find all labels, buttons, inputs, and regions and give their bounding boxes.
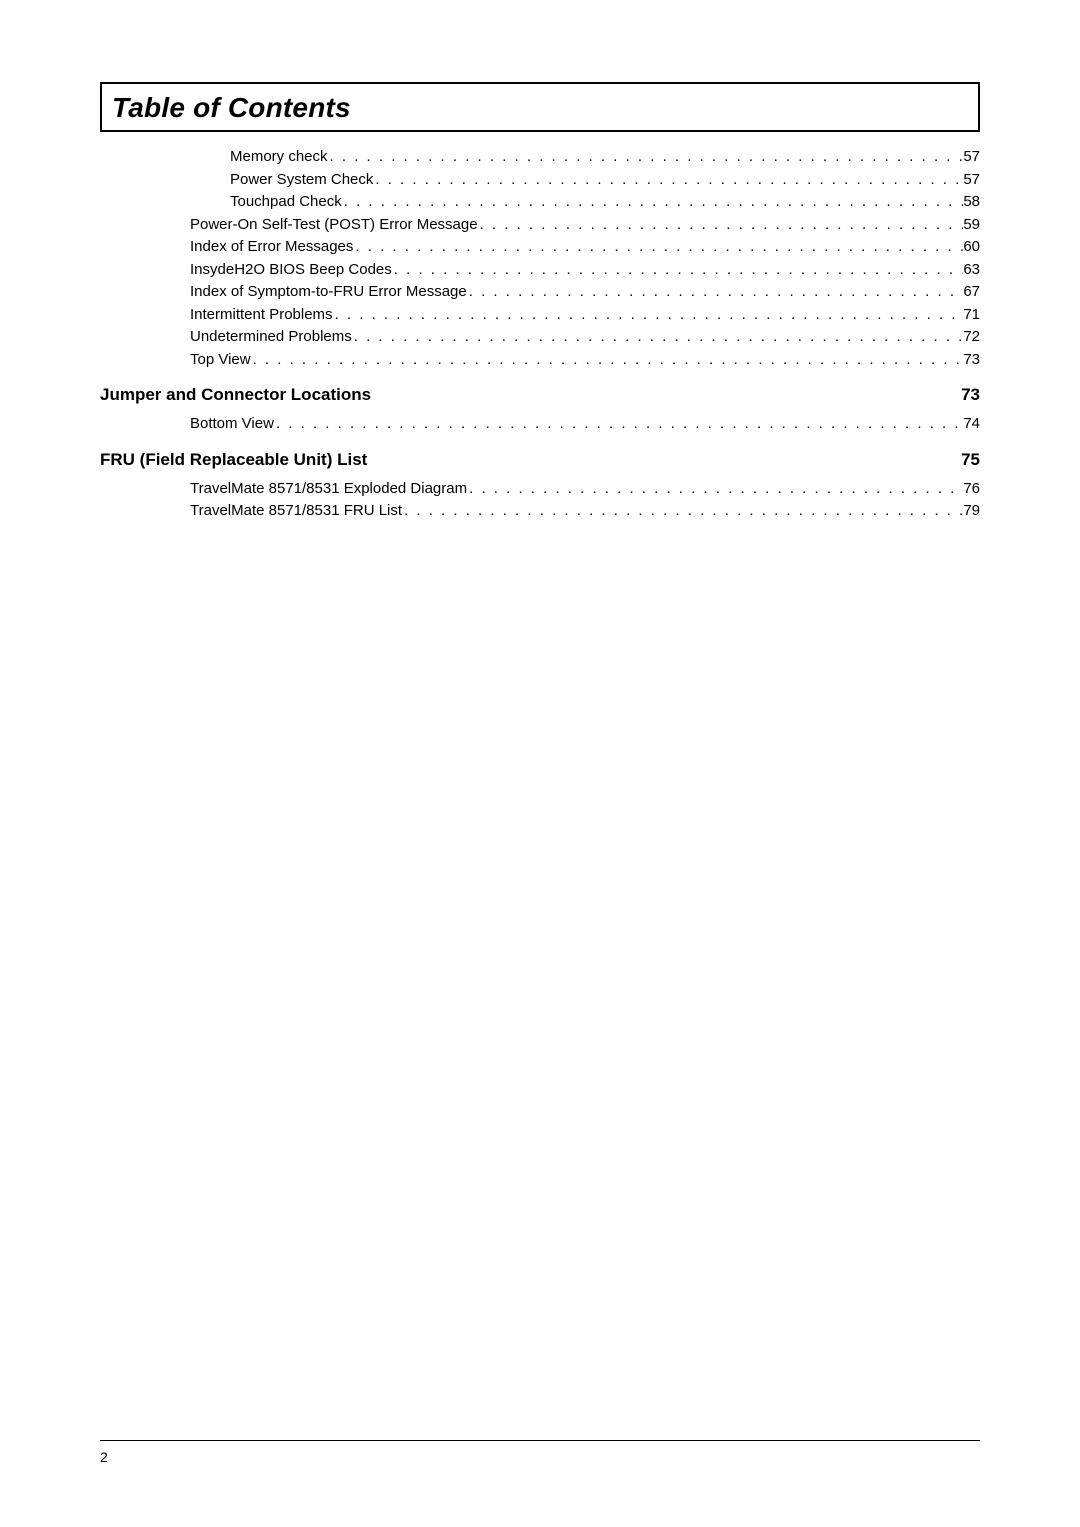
toc-label: Top View <box>190 349 251 372</box>
document-page: Table of Contents Memory check 57 Power … <box>0 0 1080 1527</box>
toc-entry: Top View 73 <box>100 349 980 372</box>
toc-leader-dots <box>478 214 964 237</box>
toc-label: Touchpad Check <box>230 191 342 214</box>
toc-leader-dots <box>353 236 963 259</box>
toc-leader-dots <box>328 146 964 169</box>
toc-entry: TravelMate 8571/8531 Exploded Diagram 76 <box>100 478 980 501</box>
toc-entry: TravelMate 8571/8531 FRU List 79 <box>100 500 980 523</box>
toc-leader-dots <box>342 191 964 214</box>
toc-label: Memory check <box>230 146 328 169</box>
toc-page-number: 63 <box>963 259 980 282</box>
toc-page-number: 74 <box>963 413 980 436</box>
toc-page-number: 57 <box>963 169 980 192</box>
toc-entry: Undetermined Problems 72 <box>100 326 980 349</box>
toc-label: Bottom View <box>190 413 274 436</box>
footer-rule <box>100 1440 980 1441</box>
toc-page-number: 79 <box>963 500 980 523</box>
toc-leader-dots <box>274 413 963 436</box>
toc-label: InsydeH2O BIOS Beep Codes <box>190 259 392 282</box>
toc-page-number: 57 <box>963 146 980 169</box>
toc-leader-dots <box>352 326 964 349</box>
toc-leader-dots <box>373 169 963 192</box>
toc-page-number: 76 <box>963 478 980 501</box>
toc-entry: Power System Check 57 <box>100 169 980 192</box>
toc-page-number: 67 <box>963 281 980 304</box>
toc-label: TravelMate 8571/8531 FRU List <box>190 500 402 523</box>
toc-entry: Touchpad Check 58 <box>100 191 980 214</box>
toc-label: Intermittent Problems <box>190 304 333 327</box>
toc-entry: Index of Symptom-to-FRU Error Message 67 <box>100 281 980 304</box>
toc-entry: Memory check 57 <box>100 146 980 169</box>
toc-leader-dots <box>392 259 964 282</box>
toc-entry: Power-On Self-Test (POST) Error Message … <box>100 214 980 237</box>
toc-section-title: FRU (Field Replaceable Unit) List <box>100 450 367 470</box>
toc-section-page: 75 <box>961 450 980 470</box>
toc-section-title: Jumper and Connector Locations <box>100 385 371 405</box>
toc-page-number: 72 <box>963 326 980 349</box>
toc-leader-dots <box>251 349 964 372</box>
toc-entry: InsydeH2O BIOS Beep Codes 63 <box>100 259 980 282</box>
toc-entry: Index of Error Messages 60 <box>100 236 980 259</box>
toc-page-number: 60 <box>963 236 980 259</box>
toc-label: Index of Symptom-to-FRU Error Message <box>190 281 467 304</box>
toc-leader-dots <box>333 304 964 327</box>
toc-page-number: 73 <box>963 349 980 372</box>
toc-section-heading: FRU (Field Replaceable Unit) List 75 <box>100 450 980 470</box>
toc-label: TravelMate 8571/8531 Exploded Diagram <box>190 478 467 501</box>
toc-label: Undetermined Problems <box>190 326 352 349</box>
toc-leader-dots <box>467 281 964 304</box>
toc-label: Power System Check <box>230 169 373 192</box>
toc-leader-dots <box>467 478 963 501</box>
toc-page-number: 58 <box>963 191 980 214</box>
toc-section-page: 73 <box>961 385 980 405</box>
toc-label: Power-On Self-Test (POST) Error Message <box>190 214 478 237</box>
title-box: Table of Contents <box>100 82 980 132</box>
toc-entry: Intermittent Problems 71 <box>100 304 980 327</box>
toc-page-number: 59 <box>963 214 980 237</box>
toc-entry: Bottom View 74 <box>100 413 980 436</box>
footer-page-number: 2 <box>100 1449 108 1465</box>
toc-label: Index of Error Messages <box>190 236 353 259</box>
toc-leader-dots <box>402 500 963 523</box>
toc-page-number: 71 <box>963 304 980 327</box>
page-title: Table of Contents <box>112 92 968 124</box>
toc-section-heading: Jumper and Connector Locations 73 <box>100 385 980 405</box>
